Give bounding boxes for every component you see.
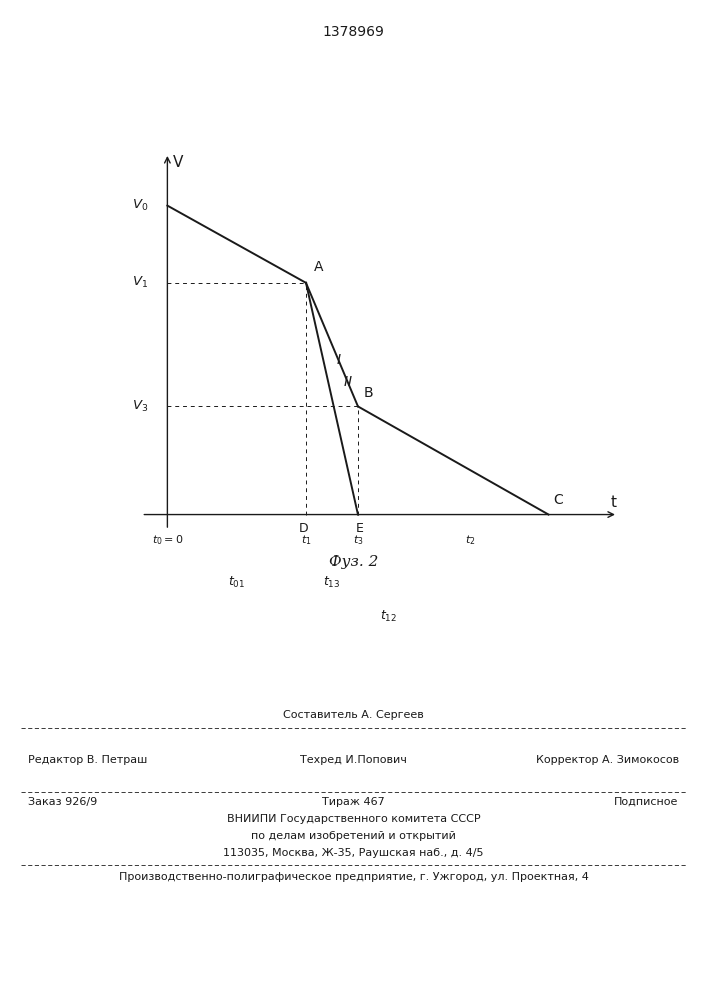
Text: $t_{01}$: $t_{01}$: [228, 575, 245, 590]
Text: $t_0=0$: $t_0=0$: [151, 533, 183, 547]
Text: $V_0$: $V_0$: [132, 198, 148, 213]
Text: Корректор А. Зимокосов: Корректор А. Зимокосов: [536, 755, 679, 765]
Text: Техред И.Попович: Техред И.Попович: [300, 755, 407, 765]
Text: Производственно-полиграфическое предприятие, г. Ужгород, ул. Проектная, 4: Производственно-полиграфическое предприя…: [119, 872, 588, 882]
Text: A: A: [314, 260, 323, 274]
Text: 1378969: 1378969: [322, 25, 385, 39]
Text: 113035, Москва, Ж-35, Раушская наб., д. 4/5: 113035, Москва, Ж-35, Раушская наб., д. …: [223, 848, 484, 858]
Text: Подписное: Подписное: [614, 797, 679, 807]
Text: C: C: [554, 493, 563, 507]
Text: V: V: [173, 155, 183, 170]
Text: $V_1$: $V_1$: [132, 275, 148, 290]
Text: $t_1$: $t_1$: [300, 533, 311, 547]
Text: t: t: [611, 495, 617, 510]
Text: D: D: [299, 522, 309, 535]
Text: Тираж 467: Тираж 467: [322, 797, 385, 807]
Text: Редактор В. Петраш: Редактор В. Петраш: [28, 755, 148, 765]
Text: по делам изобретений и открытий: по делам изобретений и открытий: [251, 831, 456, 841]
Text: $t_3$: $t_3$: [353, 533, 363, 547]
Text: B: B: [363, 386, 373, 400]
Text: ВНИИПИ Государственного комитета СССР: ВНИИПИ Государственного комитета СССР: [227, 814, 480, 824]
Text: $II$: $II$: [343, 375, 353, 389]
Text: $V_3$: $V_3$: [132, 399, 148, 414]
Text: Составитель А. Сергеев: Составитель А. Сергеев: [283, 710, 424, 720]
Text: $I$: $I$: [337, 353, 342, 367]
Text: $t_2$: $t_2$: [465, 533, 476, 547]
Text: E: E: [356, 522, 364, 535]
Text: Фуз. 2: Фуз. 2: [329, 555, 378, 569]
Text: $t_{12}$: $t_{12}$: [380, 609, 397, 624]
Text: Заказ 926/9: Заказ 926/9: [28, 797, 98, 807]
Text: $t_{13}$: $t_{13}$: [323, 575, 341, 590]
